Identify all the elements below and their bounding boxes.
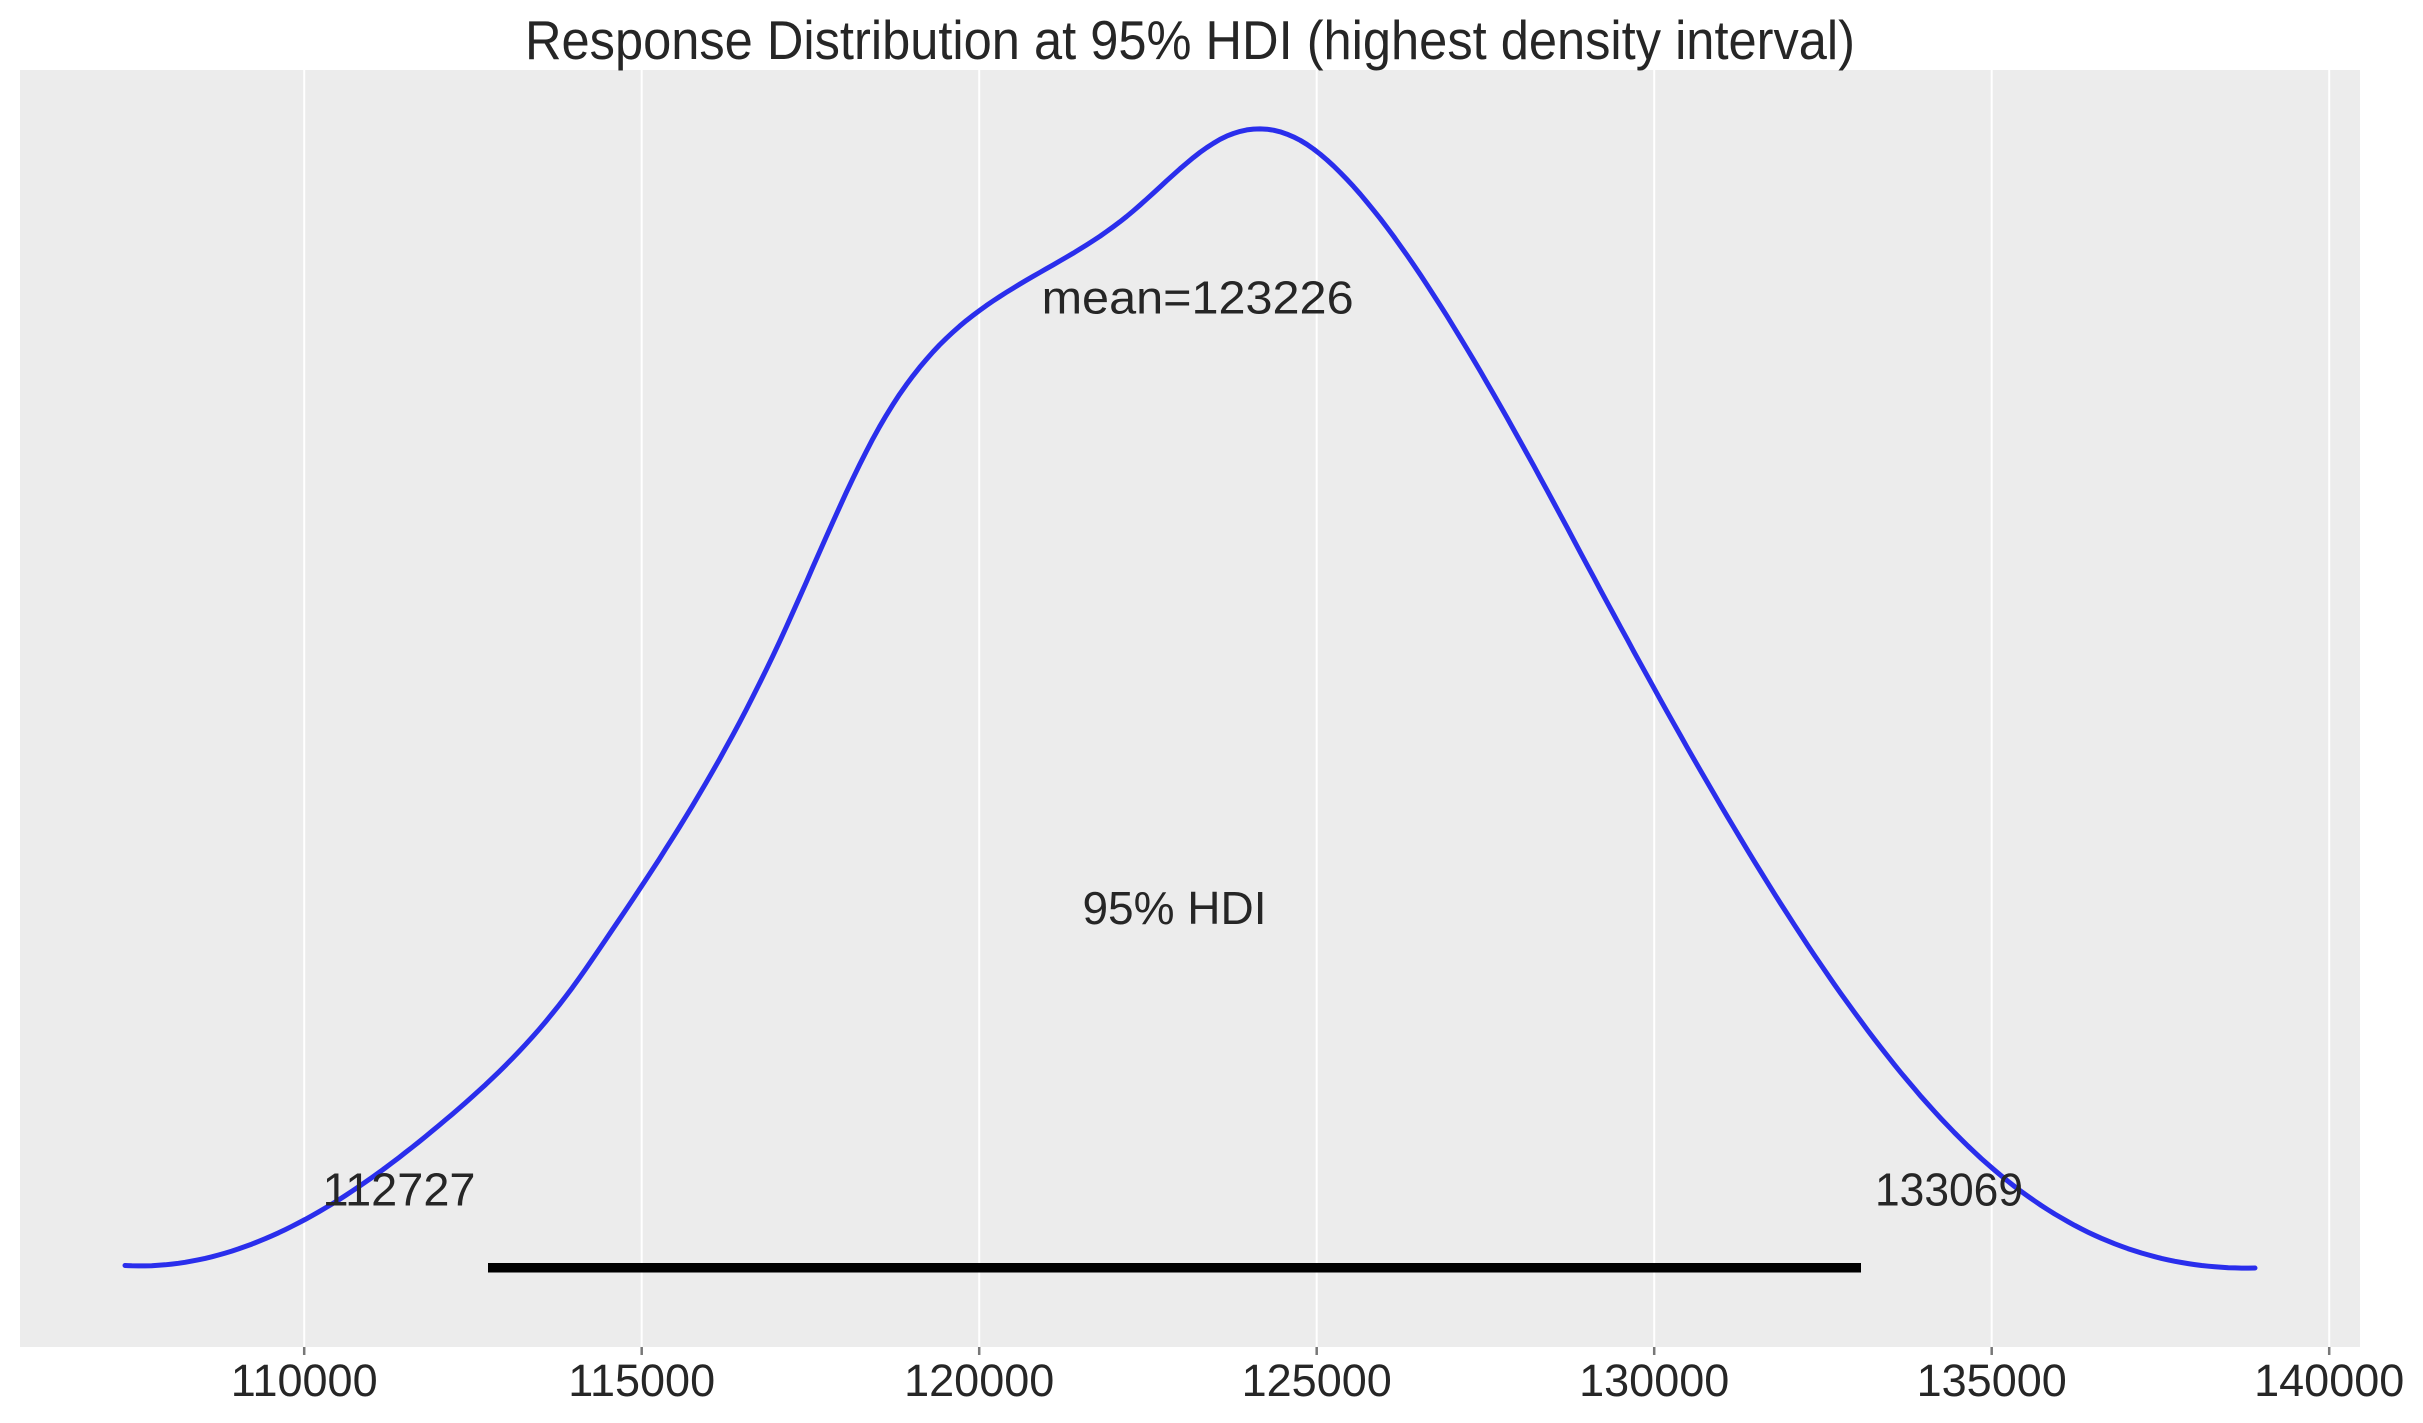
svg-text:135000: 135000 <box>1917 1355 2067 1406</box>
svg-text:110000: 110000 <box>231 1355 378 1406</box>
svg-text:133069: 133069 <box>1875 1164 2023 1216</box>
svg-text:125000: 125000 <box>1242 1355 1392 1406</box>
svg-text:140000: 140000 <box>2254 1355 2404 1406</box>
svg-text:120000: 120000 <box>904 1355 1054 1406</box>
svg-text:95% HDI: 95% HDI <box>1082 882 1266 934</box>
svg-text:112727: 112727 <box>323 1164 476 1216</box>
svg-text:130000: 130000 <box>1579 1355 1729 1406</box>
svg-text:115000: 115000 <box>568 1355 715 1406</box>
svg-text:mean=123226: mean=123226 <box>1042 272 1354 324</box>
svg-text:Response Distribution at 95% H: Response Distribution at 95% HDI (highes… <box>525 9 1855 71</box>
